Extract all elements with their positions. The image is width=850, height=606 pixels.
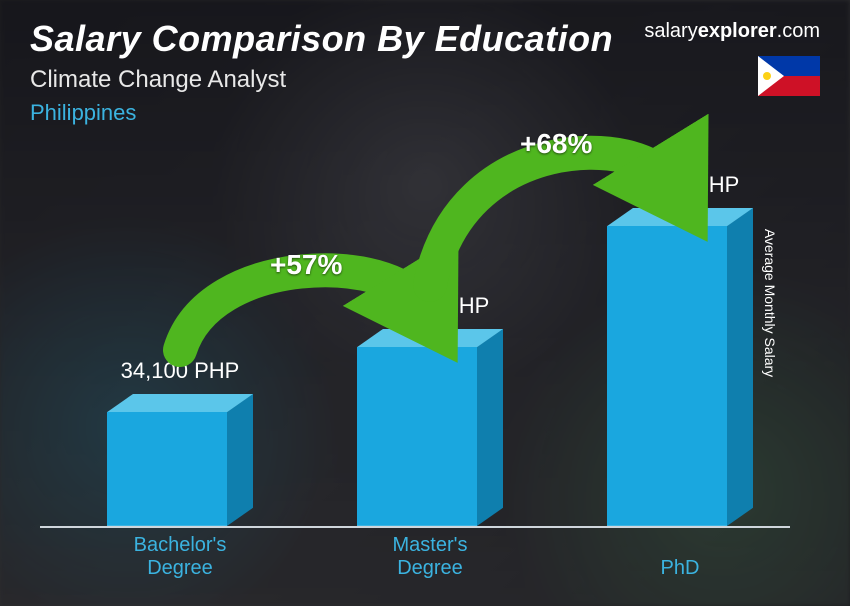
arc-percent-label: +57% xyxy=(270,249,342,281)
chart-subtitle: Climate Change Analyst xyxy=(30,66,820,94)
bar-side xyxy=(727,208,753,526)
bar-side xyxy=(227,394,253,526)
bar-category-label: PhD xyxy=(590,557,770,580)
flag-sun xyxy=(763,72,771,80)
brand-suffix: .com xyxy=(777,20,820,42)
philippines-flag-icon xyxy=(758,56,820,96)
bar-value-label: 89,800 PHP xyxy=(590,172,770,198)
brand-label: salaryexplorer.com xyxy=(644,20,820,43)
bar-value-label: 34,100 PHP xyxy=(90,358,270,384)
bar-top xyxy=(607,208,753,226)
bar-category-label: Master'sDegree xyxy=(340,534,520,580)
bar-front xyxy=(107,412,227,526)
bar xyxy=(107,396,253,526)
bar-top xyxy=(357,329,503,347)
bar xyxy=(607,210,753,526)
bar-front xyxy=(607,226,727,526)
chart-country: Philippines xyxy=(30,100,820,126)
bar-front xyxy=(357,347,477,526)
bar xyxy=(357,331,503,526)
bar-chart: Bachelor'sDegree 34,100 PHP Master'sDegree… xyxy=(40,150,790,586)
brand-accent: explorer xyxy=(698,20,777,42)
bar-category-label: Bachelor'sDegree xyxy=(90,534,270,580)
bar-value-label: 53,500 PHP xyxy=(340,293,520,319)
brand-prefix: salary xyxy=(644,20,697,42)
x-axis-line xyxy=(40,526,790,528)
bar-side xyxy=(477,329,503,526)
bar-top xyxy=(107,394,253,412)
